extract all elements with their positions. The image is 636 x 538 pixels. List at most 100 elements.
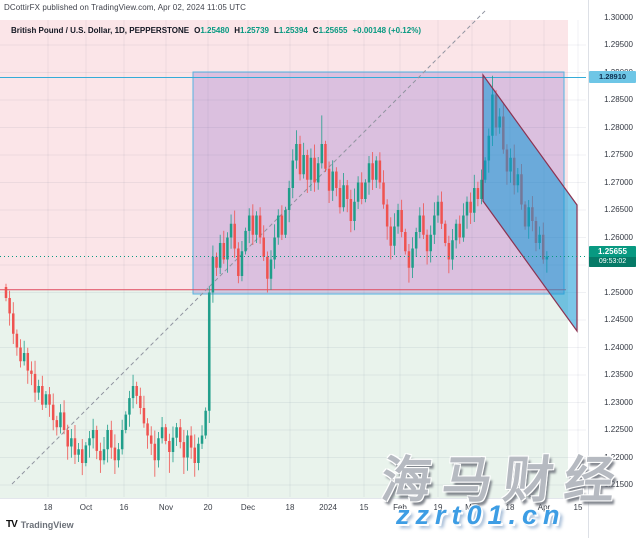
candle-body <box>70 438 73 447</box>
candle-body <box>382 182 385 205</box>
candle-body <box>12 313 15 334</box>
candle-body <box>465 201 469 216</box>
candle-body <box>240 251 244 276</box>
time-tick: Mar <box>465 503 479 512</box>
price-tick: 1.21500 <box>604 480 633 489</box>
candle-body <box>62 412 66 430</box>
candle-body <box>313 157 316 183</box>
demand-zone[interactable] <box>0 290 568 498</box>
candle-body <box>262 237 265 257</box>
candle-body <box>458 223 461 238</box>
price-tick: 1.26000 <box>604 232 633 242</box>
candle-body <box>113 447 117 461</box>
current-price-label[interactable]: 1.25655 09:53:02 <box>589 245 636 267</box>
time-tick: 18 <box>43 503 53 512</box>
candle-body <box>324 144 327 169</box>
candle-body <box>91 430 95 439</box>
tradingview-brand: TradingView <box>20 519 74 530</box>
candle-body <box>33 373 37 393</box>
candle-body <box>102 449 106 461</box>
candle-body <box>291 160 295 188</box>
time-scale[interactable]: 18 Oct 16 Nov 20 Dec 18 2024 15 Feb 19 Mar 18 Apr 15 <box>0 498 588 517</box>
supply-zone[interactable] <box>0 20 568 290</box>
candle-body <box>367 163 371 183</box>
candle-body <box>309 157 313 180</box>
watermark-url: zzrt01.cn <box>396 500 566 530</box>
candle-body <box>95 430 98 451</box>
price-tick: 1.28000 <box>604 122 633 132</box>
candle-body <box>273 237 276 260</box>
ohlc-low: L 1.25394 <box>273 26 308 35</box>
candle-body <box>345 185 349 199</box>
candle-body <box>251 215 255 235</box>
candle-body <box>30 370 33 374</box>
candle-body <box>385 204 389 227</box>
candle-body <box>37 386 40 393</box>
candle-body <box>255 215 258 235</box>
price-tick: 1.23500 <box>604 370 633 379</box>
price-tick: 1.27500 <box>604 150 633 159</box>
candle-body <box>157 438 160 461</box>
candle-body <box>211 256 215 293</box>
candle-body <box>443 223 447 243</box>
candle-body <box>73 438 77 455</box>
candle-body <box>128 398 131 415</box>
candle-body <box>189 435 193 448</box>
candle-body <box>378 160 382 183</box>
candle-body <box>396 210 400 227</box>
price-tick: 1.22000 <box>604 452 633 462</box>
publish-attribution: DCottirFX published on TradingView.com, … <box>4 3 247 12</box>
candle-body <box>244 230 247 252</box>
candle-body <box>375 160 378 180</box>
candle-body <box>66 430 69 447</box>
symbol-legend: British Pound / U.S. Dollar, 1D, PEPPERS… <box>11 26 421 35</box>
candle-body <box>139 395 142 408</box>
candle-body <box>298 144 302 175</box>
candle-body <box>429 234 432 252</box>
change-value: +0.00148 (+0.12%) <box>352 26 421 35</box>
candle-body <box>411 248 414 268</box>
ohlc-close: C 1.25655 <box>312 26 348 35</box>
candle-body <box>41 386 44 405</box>
ohlc-high: H 1.25739 <box>234 26 269 35</box>
candle-body <box>393 226 396 246</box>
candle-body <box>407 251 411 268</box>
candle-body <box>149 435 153 444</box>
candle-body <box>88 438 91 446</box>
price-tick: 1.26500 <box>604 205 633 214</box>
candle-body <box>302 155 305 175</box>
candle-body <box>331 171 334 191</box>
candle-body <box>364 182 367 199</box>
candle-body <box>226 237 229 260</box>
time-tick: Oct <box>79 503 93 512</box>
candle-body <box>142 408 146 424</box>
time-tick: 18 <box>285 503 295 512</box>
candle-body <box>48 394 51 405</box>
symbol-title: British Pound / U.S. Dollar, 1D, PEPPERS… <box>11 26 190 35</box>
candle-body <box>8 298 11 314</box>
candle-body <box>120 430 124 450</box>
candle-body <box>404 232 407 252</box>
candle-body <box>22 353 26 362</box>
time-tick: Feb <box>393 503 407 512</box>
alert-level-label[interactable]: 1.28910 <box>589 71 636 84</box>
price-tick: 1.24000 <box>604 342 633 352</box>
candle-body <box>462 215 465 238</box>
candle-body <box>349 199 353 221</box>
time-tick: 15 <box>359 503 369 512</box>
tradingview-mark-icon: TV <box>6 519 18 530</box>
candle-body <box>222 243 226 260</box>
candle-body <box>182 442 186 458</box>
candle-body <box>306 155 309 180</box>
tradingview-logo[interactable]: TV TradingView <box>6 519 74 530</box>
candle-body <box>269 259 273 279</box>
candle-body <box>469 201 472 213</box>
parallel-channel-drawing[interactable] <box>482 73 578 333</box>
candle-body <box>193 447 197 463</box>
candle-body <box>338 188 342 208</box>
candle-body <box>436 201 440 216</box>
candle-body <box>99 450 102 461</box>
candle-body <box>204 410 207 436</box>
candle-body <box>418 215 422 232</box>
